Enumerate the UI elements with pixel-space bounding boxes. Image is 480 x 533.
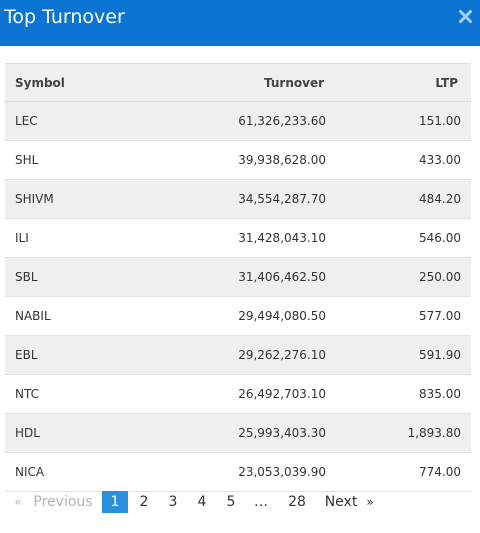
turnover-cell: 29,262,276.10 — [238, 348, 326, 362]
pagination-ellipsis: … — [254, 494, 268, 510]
table-row[interactable]: EBL 29,262,276.10 591.90 — [5, 336, 471, 375]
symbol-cell: NICA — [15, 465, 45, 479]
ltp-cell: 484.20 — [419, 192, 461, 206]
page-4-button[interactable]: 4 — [197, 494, 207, 510]
column-header-turnover[interactable]: Turnover — [264, 75, 324, 90]
table-row[interactable]: ILI 31,428,043.10 546.00 — [5, 219, 471, 258]
close-icon[interactable] — [458, 9, 472, 23]
ltp-cell: 433.00 — [419, 153, 461, 167]
symbol-cell: SHIVM — [15, 192, 54, 206]
turnover-cell: 31,428,043.10 — [238, 231, 326, 245]
ltp-cell: 577.00 — [419, 309, 461, 323]
symbol-cell: LEC — [15, 114, 38, 128]
symbol-cell: NTC — [15, 387, 39, 401]
previous-button[interactable]: Previous — [33, 494, 93, 510]
prev-arrow-icon: « — [14, 495, 22, 509]
table-row[interactable]: NTC 26,492,703.10 835.00 — [5, 375, 471, 414]
symbol-cell: HDL — [15, 426, 40, 440]
table-row[interactable]: SHIVM 34,554,287.70 484.20 — [5, 180, 471, 219]
table-row[interactable]: NICA 23,053,039.90 774.00 — [5, 453, 471, 492]
table-row[interactable]: SHL 39,938,628.00 433.00 — [5, 141, 471, 180]
column-header-symbol[interactable]: Symbol — [15, 75, 65, 90]
turnover-cell: 23,053,039.90 — [238, 465, 326, 479]
ltp-cell: 835.00 — [419, 387, 461, 401]
next-button[interactable]: Next — [324, 494, 358, 510]
page-2-button[interactable]: 2 — [139, 494, 149, 510]
table-row[interactable]: SBL 31,406,462.50 250.00 — [5, 258, 471, 297]
page-5-button[interactable]: 5 — [226, 494, 236, 510]
next-arrow-icon[interactable]: » — [366, 495, 374, 509]
turnover-cell: 25,993,403.30 — [238, 426, 326, 440]
ltp-cell: 250.00 — [419, 270, 461, 284]
page-28-button[interactable]: 28 — [288, 494, 306, 510]
turnover-cell: 29,494,080.50 — [238, 309, 326, 323]
page-3-button[interactable]: 3 — [168, 494, 178, 510]
table-row[interactable]: NABIL 29,494,080.50 577.00 — [5, 297, 471, 336]
turnover-cell: 31,406,462.50 — [238, 270, 326, 284]
page-1-button[interactable]: 1 — [102, 491, 128, 513]
turnover-table: Symbol Turnover LTP LEC 61,326,233.60 15… — [5, 63, 471, 492]
symbol-cell: SHL — [15, 153, 39, 167]
table-header-row: Symbol Turnover LTP — [5, 64, 471, 102]
modal-title: Top Turnover — [4, 6, 125, 28]
table-row[interactable]: LEC 61,326,233.60 151.00 — [5, 102, 471, 141]
symbol-cell: ILI — [15, 231, 29, 245]
ltp-cell: 774.00 — [419, 465, 461, 479]
modal-header: Top Turnover — [0, 0, 480, 46]
symbol-cell: EBL — [15, 348, 38, 362]
turnover-cell: 39,938,628.00 — [238, 153, 326, 167]
symbol-cell: NABIL — [15, 309, 51, 323]
ltp-cell: 546.00 — [419, 231, 461, 245]
turnover-cell: 26,492,703.10 — [238, 387, 326, 401]
ltp-cell: 1,893.80 — [407, 426, 461, 440]
table-row[interactable]: HDL 25,993,403.30 1,893.80 — [5, 414, 471, 453]
column-header-ltp[interactable]: LTP — [435, 75, 458, 90]
symbol-cell: SBL — [15, 270, 38, 284]
ltp-cell: 591.90 — [419, 348, 461, 362]
ltp-cell: 151.00 — [419, 114, 461, 128]
turnover-cell: 34,554,287.70 — [238, 192, 326, 206]
turnover-cell: 61,326,233.60 — [238, 114, 326, 128]
